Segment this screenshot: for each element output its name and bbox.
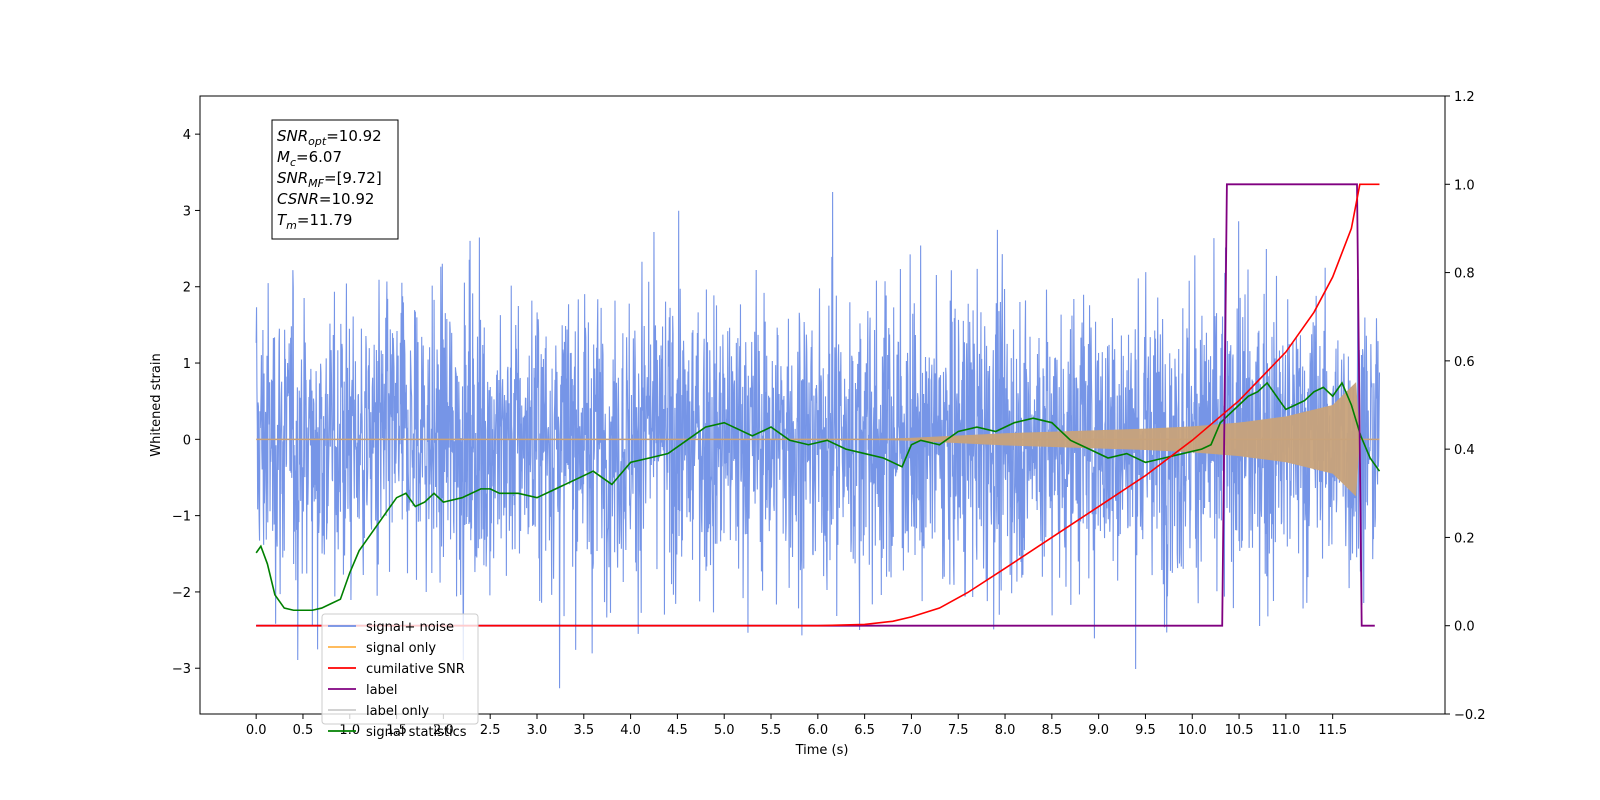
- y-tick-label: 0: [183, 433, 191, 448]
- y-axis: 4 3 2 1 0 −1 −2 −3: [172, 128, 200, 677]
- y2-tick-label: 0.8: [1454, 267, 1475, 282]
- annotation-symbol: CSNR: [277, 190, 319, 208]
- x-tick-label: 5.0: [714, 723, 735, 738]
- x-tick-label: 3.5: [573, 723, 594, 738]
- y2-tick-label: 1.0: [1454, 178, 1475, 193]
- annotation-box: [271, 119, 399, 240]
- x-tick-label: 7.5: [948, 723, 969, 738]
- x-tick-label: 9.5: [1135, 723, 1156, 738]
- legend: signal+ noise signal only cumilative SNR la…: [321, 613, 479, 740]
- annotation-subscript: MF: [308, 177, 324, 190]
- x-axis-label: Time (s): [795, 743, 849, 758]
- annotation-value: =6.07: [296, 148, 342, 166]
- annotation-symbol: SNR: [277, 169, 308, 187]
- legend-label: label only: [366, 704, 429, 719]
- annotation-line: SNRopt=10.92: [277, 127, 382, 148]
- x-tick-label: 8.0: [995, 723, 1016, 738]
- y2-tick-label: 0.4: [1454, 443, 1475, 458]
- y-tick-label: 1: [183, 357, 191, 372]
- y-axis-label: Whitened strain: [149, 353, 164, 456]
- parameter-annotation: SNRopt=10.92Mc=6.07SNRMF=[9.72]CSNR=10.9…: [271, 119, 399, 240]
- annotation-value: =11.79: [297, 211, 353, 229]
- x-tick-label: 8.5: [1041, 723, 1062, 738]
- legend-label: signal only: [366, 641, 436, 656]
- x-tick-label: 10.5: [1225, 723, 1254, 738]
- annotation-value: =[9.72]: [324, 169, 382, 187]
- annotation-subscript: m: [286, 219, 297, 232]
- x-tick-label: 2.0: [433, 723, 454, 738]
- annotation-subscript: c: [290, 156, 296, 169]
- x-tick-label: 7.0: [901, 723, 922, 738]
- y2-tick-label: 0.0: [1454, 620, 1475, 635]
- y2-tick-label: 0.6: [1454, 355, 1475, 370]
- y2-tick-label: 1.2: [1454, 90, 1475, 105]
- annotation-value: =10.92: [319, 190, 375, 208]
- x-tick-label: 6.0: [807, 723, 828, 738]
- x-tick-label: 10.0: [1178, 723, 1207, 738]
- annotation-symbol: T: [277, 211, 288, 229]
- x-tick-label: 11.0: [1271, 723, 1300, 738]
- plot-frame: [199, 95, 1446, 715]
- legend-label: cumilative SNR: [366, 662, 465, 677]
- x-tick-label: 6.5: [854, 723, 875, 738]
- x-tick-label: 0.0: [246, 723, 267, 738]
- signal-statistics-line: [255, 381, 1381, 612]
- y2-axis: 1.2 1.0 0.8 0.6 0.4 0.2 0.0 −0.2: [1445, 90, 1486, 723]
- annotation-value: =10.92: [326, 127, 382, 145]
- legend-label: label: [366, 683, 397, 698]
- legend-label: signal statistics: [366, 725, 467, 740]
- x-tick-label: 9.0: [1088, 723, 1109, 738]
- y-tick-label: −3: [172, 662, 191, 677]
- y2-tick-label: −0.2: [1454, 708, 1486, 723]
- y-tick-label: 4: [183, 128, 191, 143]
- annotation-symbol: SNR: [277, 127, 308, 145]
- x-tick-label: 4.5: [667, 723, 688, 738]
- y-tick-label: 2: [183, 281, 191, 296]
- y2-tick-label: 0.2: [1454, 531, 1475, 546]
- annotation-line: CSNR=10.92: [277, 190, 374, 208]
- x-tick-label: 5.5: [761, 723, 782, 738]
- series-layer: [255, 183, 1381, 689]
- annotation-symbol: M: [277, 148, 290, 166]
- x-tick-label: 2.5: [480, 723, 501, 738]
- cumulative-snr-line: [256, 183, 1380, 627]
- x-tick-label: 3.0: [527, 723, 548, 738]
- annotation-line: Mc=6.07: [277, 148, 342, 169]
- y-tick-label: −2: [172, 586, 191, 601]
- annotation-line: Tm=11.79: [277, 211, 352, 232]
- x-tick-label: 4.0: [620, 723, 641, 738]
- y-tick-label: −1: [172, 510, 191, 525]
- label-line: [256, 183, 1375, 627]
- x-tick-label: 1.5: [386, 723, 407, 738]
- y-tick-label: 3: [183, 204, 191, 219]
- legend-box: [321, 613, 479, 725]
- legend-label: signal+ noise: [366, 620, 454, 635]
- annotation-subscript: opt: [308, 135, 327, 148]
- x-axis: 0.0 0.5 1.0 1.5 2.0 2.5 3.0 3.5 4.0 4.5 5.0 5.5 6.0 6…: [246, 714, 1347, 738]
- signal-noise-line: [255, 191, 1381, 689]
- x-tick-label: 11.5: [1318, 723, 1347, 738]
- x-tick-label: 0.5: [293, 723, 314, 738]
- annotation-line: SNRMF=[9.72]: [277, 169, 382, 190]
